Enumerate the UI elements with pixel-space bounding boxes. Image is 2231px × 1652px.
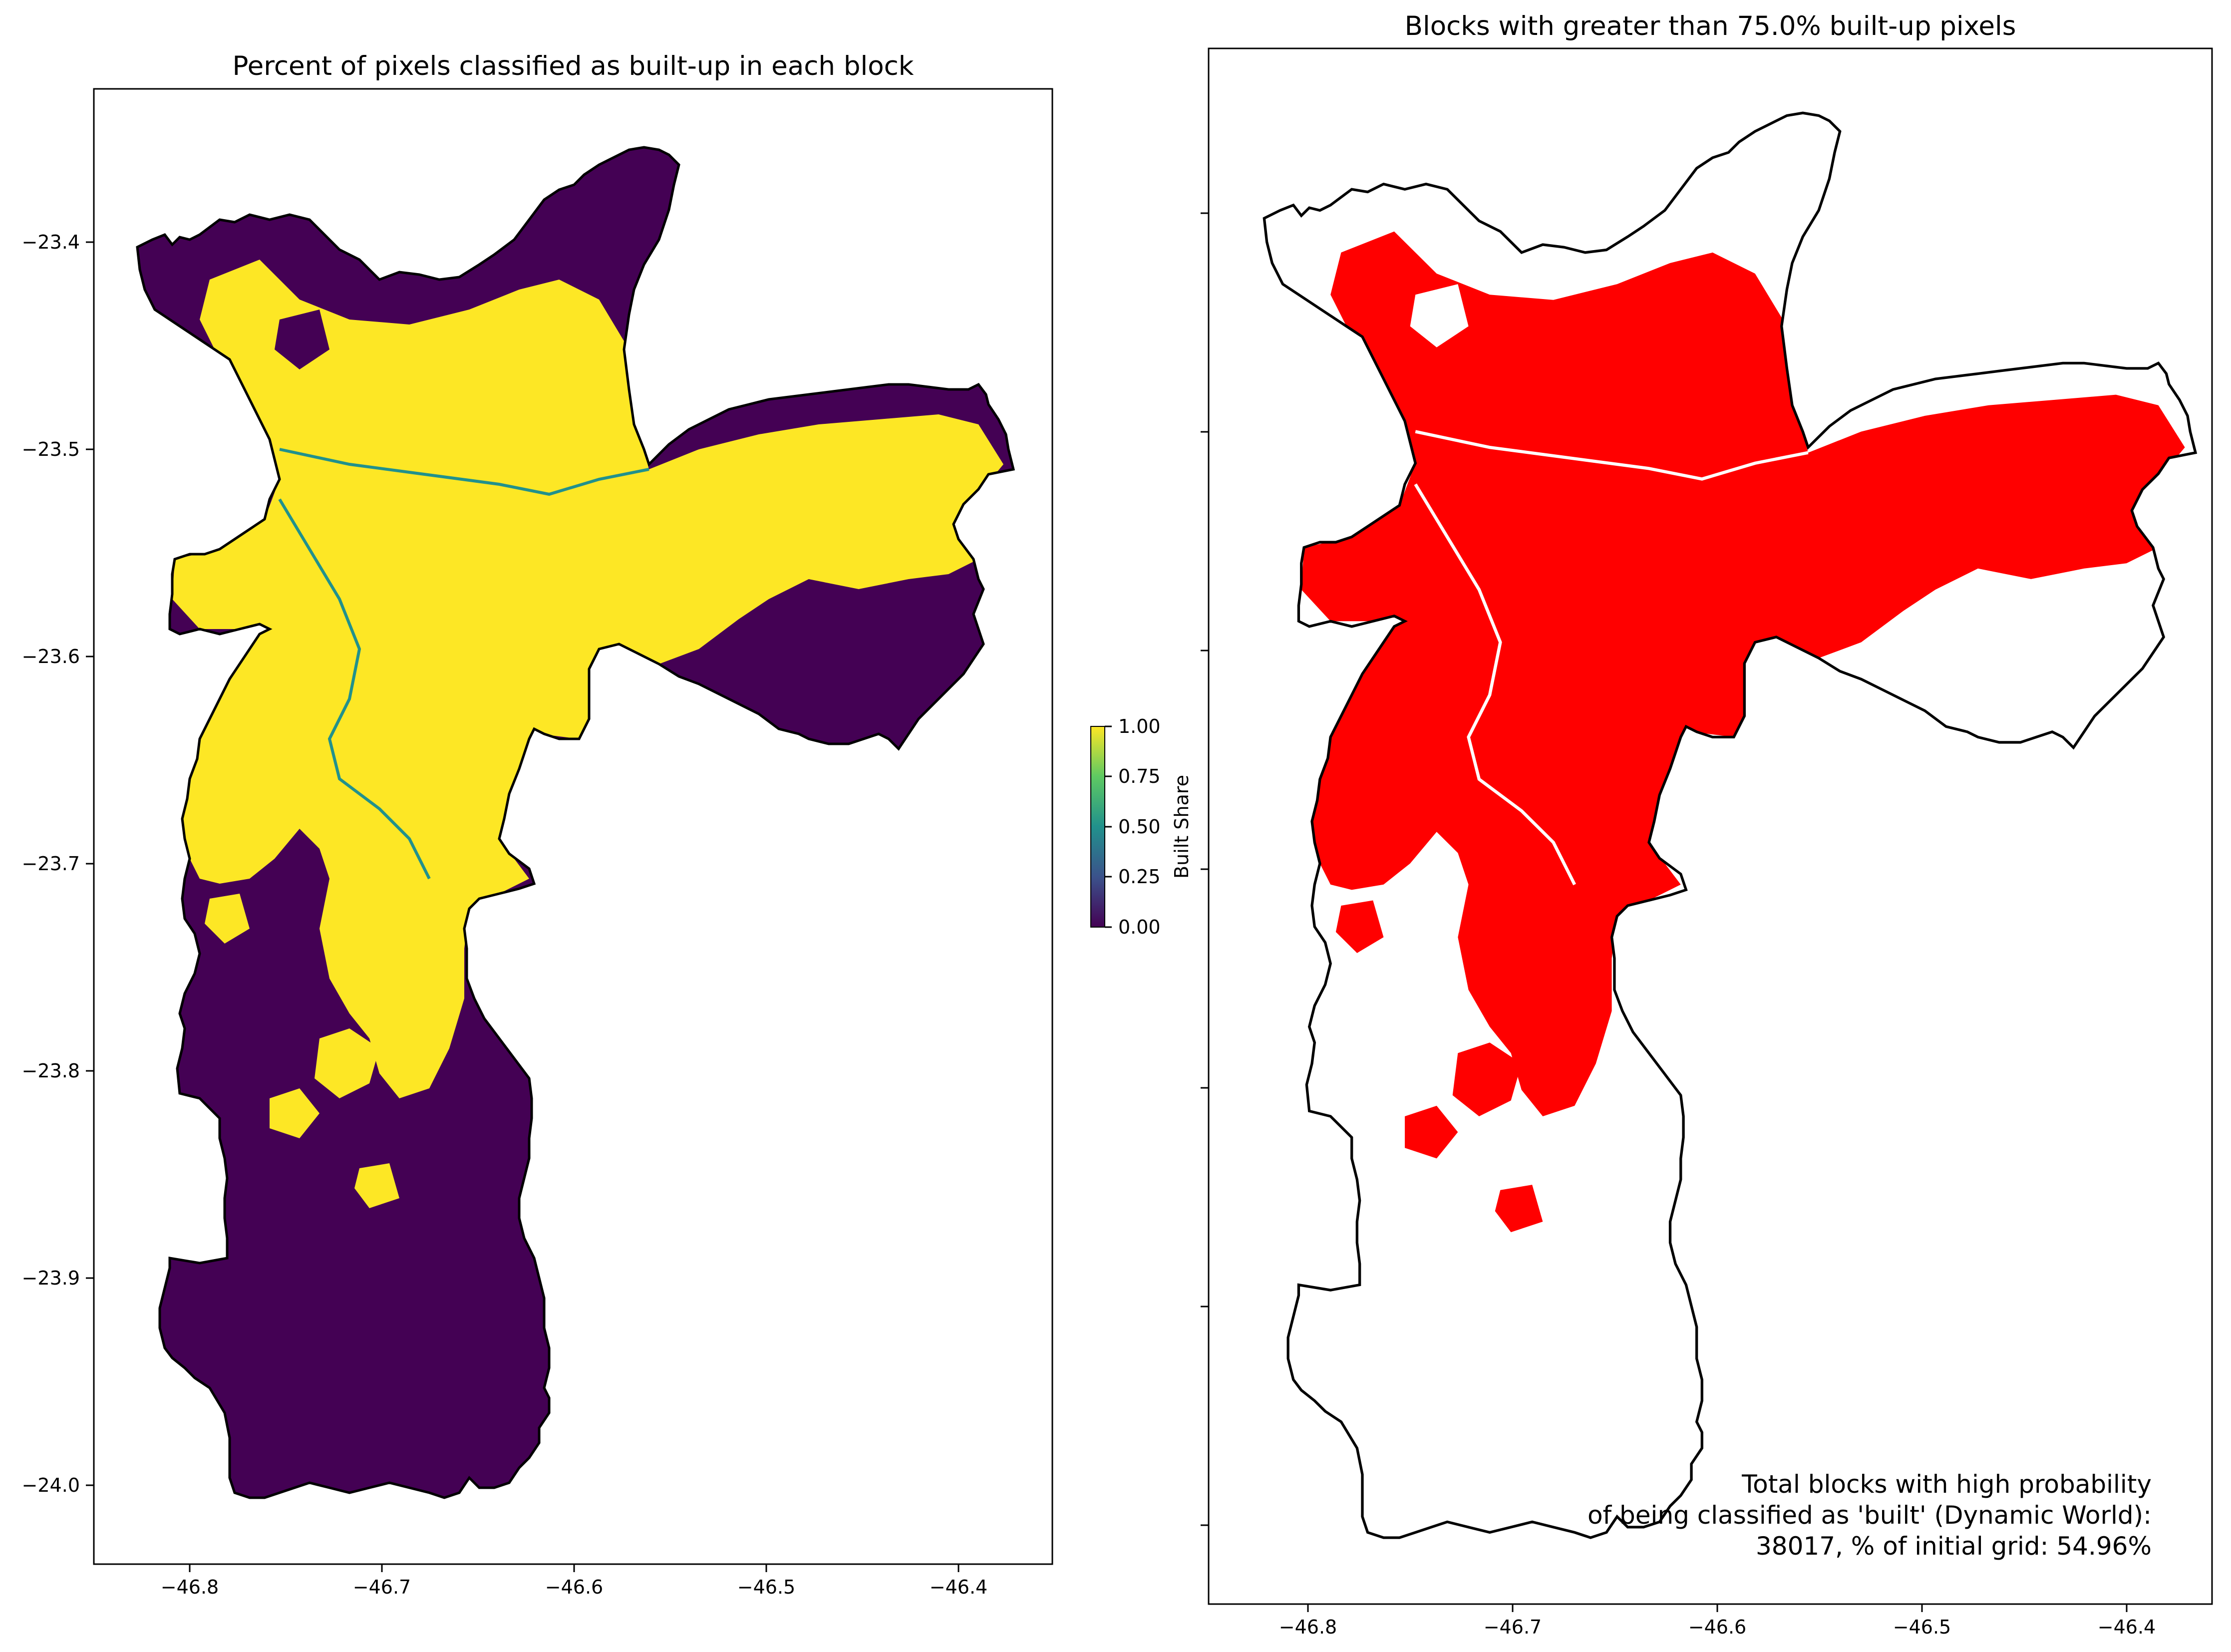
- built-block-patch: [1335, 900, 1384, 953]
- x-tick-label: −46.5: [737, 1576, 795, 1598]
- colorbar-label: Built Share: [1171, 775, 1193, 879]
- high-share-patch-south-2: [270, 1088, 319, 1138]
- built-share-raster: [137, 147, 1013, 1498]
- left-map-panel: Percent of pixels classified as built-up…: [22, 51, 1053, 1598]
- y-tick-label: −23.8: [22, 1060, 80, 1082]
- x-tick-label: −46.4: [930, 1576, 987, 1598]
- colorbar-tick-label: 0.25: [1118, 866, 1161, 888]
- x-tick-label: −46.5: [1893, 1616, 1951, 1638]
- high-share-patch-south: [315, 1028, 379, 1098]
- y-tick-label: −24.0: [22, 1474, 80, 1496]
- colorbar: 0.00 0.25 0.50 0.75 1.00 Built Share: [1090, 715, 1193, 938]
- x-tick-label: −46.7: [1484, 1616, 1542, 1638]
- left-panel-title: Percent of pixels classified as built-up…: [233, 51, 914, 81]
- right-panel-title: Blocks with greater than 75.0% built-up …: [1405, 11, 2016, 41]
- colorbar-tick-label: 0.00: [1118, 916, 1161, 938]
- right-map-panel: Blocks with greater than 75.0% built-up …: [1201, 11, 2231, 1638]
- low-share-hole-nw: [275, 310, 329, 369]
- high-share-patch-south-3: [354, 1163, 399, 1208]
- right-y-axis: [1201, 212, 1209, 1526]
- built-block-patch: [1405, 1105, 1458, 1159]
- annotation-line-3: 38017, % of initial grid: 54.96%: [1756, 1532, 2152, 1561]
- x-tick-label: −46.7: [353, 1576, 411, 1598]
- built-block-patch: [1495, 1185, 1543, 1233]
- low-share-hole-east-2: [869, 649, 919, 709]
- right-x-axis: −46.8 −46.7 −46.6 −46.5 −46.4: [1279, 1604, 2156, 1638]
- y-tick-label: −23.7: [22, 853, 80, 875]
- x-tick-label: −46.8: [161, 1576, 219, 1598]
- non-built-hole: [2041, 642, 2095, 706]
- river-line: [279, 448, 649, 496]
- colorbar-gradient: [1090, 726, 1105, 928]
- y-tick-label: −23.9: [22, 1267, 80, 1289]
- threshold-raster: [1264, 113, 2196, 1538]
- left-axes-frame: [93, 88, 1053, 1565]
- left-y-axis: −23.4 −23.5 −23.6 −23.7 −23.8 −23.9 −24.…: [22, 231, 94, 1496]
- colorbar-tick-label: 1.00: [1118, 715, 1161, 737]
- annotation-line-1: Total blocks with high probability: [1741, 1470, 2152, 1499]
- y-tick-label: −23.6: [22, 646, 80, 667]
- right-map-group: [1218, 51, 2231, 1608]
- river-gap: [1414, 483, 1577, 886]
- annotation-line-2: of being classified as 'built' (Dynamic …: [1588, 1501, 2152, 1530]
- x-tick-label: −46.4: [2098, 1616, 2156, 1638]
- river-gap: [1415, 430, 1809, 481]
- non-built-hole: [1410, 284, 1469, 347]
- x-tick-label: −46.8: [1279, 1616, 1337, 1638]
- x-tick-label: −46.6: [545, 1576, 603, 1598]
- colorbar-tick-label: 0.50: [1118, 816, 1161, 838]
- right-axes-frame: [1208, 47, 2213, 1605]
- river-line-2: [278, 498, 431, 880]
- non-built-hole: [1946, 579, 2021, 643]
- x-tick-label: −46.6: [1688, 1616, 1746, 1638]
- low-share-hole-east: [779, 589, 849, 649]
- built-block-patch: [1452, 1042, 1522, 1116]
- left-x-axis: −46.8 −46.7 −46.6 −46.5 −46.4: [161, 1564, 987, 1598]
- high-share-patch-sw: [205, 894, 250, 944]
- y-tick-label: −23.5: [22, 438, 80, 460]
- colorbar-tick-label: 0.75: [1118, 765, 1161, 787]
- y-tick-label: −23.4: [22, 231, 80, 253]
- summary-annotation: Total blocks with high probability of be…: [1588, 1470, 2152, 1561]
